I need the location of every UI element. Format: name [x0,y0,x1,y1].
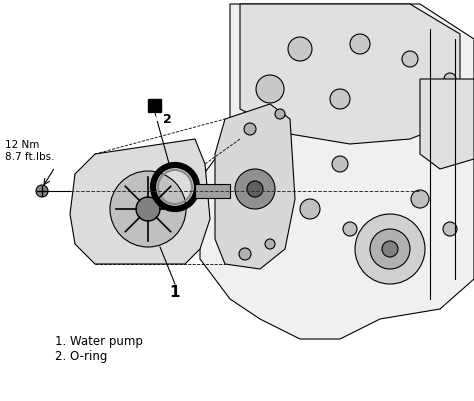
Circle shape [402,52,418,68]
Circle shape [247,182,263,198]
Circle shape [300,200,320,219]
Circle shape [36,186,48,198]
Text: N: N [150,113,158,123]
Circle shape [235,170,275,209]
Text: 2. O-ring: 2. O-ring [55,349,108,362]
Text: 12 Nm: 12 Nm [5,140,39,150]
Circle shape [411,190,429,209]
Circle shape [443,223,457,237]
Polygon shape [420,80,474,170]
Polygon shape [215,105,295,269]
Circle shape [288,38,312,62]
FancyBboxPatch shape [148,100,161,113]
Circle shape [350,35,370,55]
Circle shape [244,124,256,136]
Text: 1. Water pump: 1. Water pump [55,334,143,347]
Circle shape [240,174,270,205]
Text: 8.7 ft.lbs.: 8.7 ft.lbs. [5,152,55,162]
Text: 2: 2 [163,113,172,126]
Circle shape [239,248,251,260]
Circle shape [355,215,425,284]
Circle shape [265,239,275,249]
Text: 1: 1 [170,284,180,299]
Polygon shape [240,5,460,145]
Polygon shape [200,5,474,339]
Circle shape [275,110,285,120]
Circle shape [332,157,348,172]
Circle shape [370,229,410,269]
Circle shape [136,198,160,221]
Circle shape [343,223,357,237]
Circle shape [110,172,186,247]
Circle shape [256,76,284,104]
Bar [195,184,230,198]
Circle shape [444,74,456,86]
Circle shape [382,241,398,257]
Circle shape [330,90,350,110]
Polygon shape [70,140,210,264]
